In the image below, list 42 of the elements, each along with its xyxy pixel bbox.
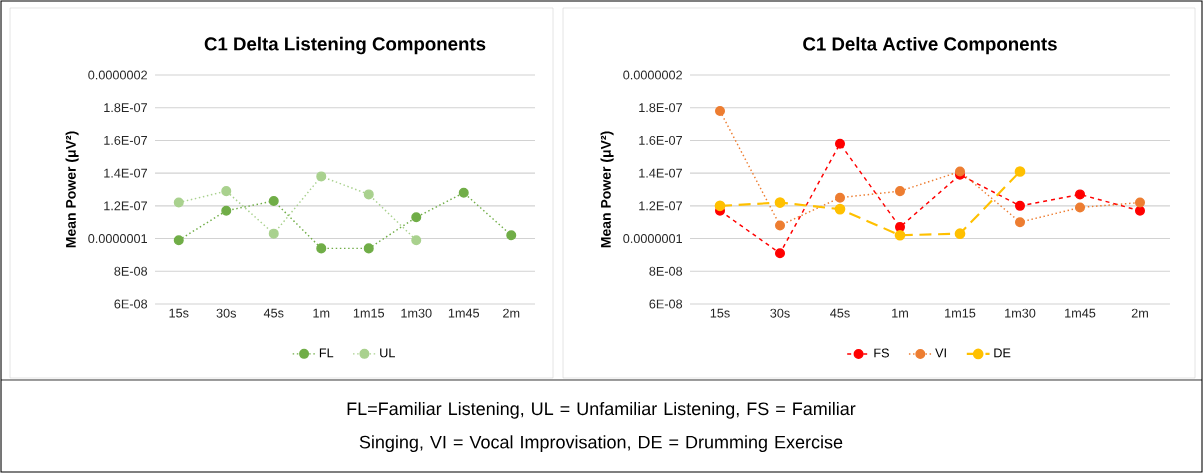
x-tick-label: 1m45 [1065, 308, 1096, 318]
legend-label: UL [380, 348, 395, 358]
x-tick-label: 30s [216, 308, 237, 318]
y-tick-label: 1.4E-07 [639, 168, 682, 178]
legend-label: DE [994, 348, 1011, 358]
x-tick-label: 2m [1131, 308, 1148, 318]
y-tick-label: 0.0000002 [88, 70, 147, 80]
y-tick-label: 6E-08 [114, 299, 148, 309]
x-tick-label: 45s [263, 308, 284, 318]
y-tick-label: 0.0000002 [623, 70, 682, 80]
x-tick-label: 1m45 [448, 308, 480, 318]
x-tick-label: 1m30 [401, 308, 432, 318]
y-tick-label: 1.6E-07 [104, 135, 147, 145]
x-tick-label: 45s [830, 308, 850, 318]
text: FL=Familiar Listening, UL = Unfamiliar Listening, FS = Familiar Singing, VI = Vocal Improvisation, DE = Drumming Exercise [347, 401, 856, 453]
chart-title: C1 Delta Active Components [803, 36, 1057, 55]
x-tick-label: 1m30 [1005, 308, 1036, 318]
y-tick-label: 1.6E-07 [639, 135, 682, 145]
x-tick-label: 15s [710, 308, 730, 318]
y-tick-label: 1.8E-07 [639, 103, 682, 113]
y-axis-title: Mean Power (μV²) [600, 131, 614, 248]
y-tick-label: 6E-08 [649, 299, 683, 309]
y-tick-label: 8E-08 [114, 266, 148, 276]
x-tick-label: 15s [169, 308, 189, 318]
legend-label: VI [935, 348, 946, 358]
x-tick-label: 30s [770, 308, 790, 318]
x-tick-label: 1m [892, 308, 908, 318]
y-tick-label: 1.2E-07 [104, 201, 147, 211]
x-tick-label: 1m [313, 308, 330, 318]
y-axis-title: Mean Power (μV²) [65, 131, 79, 248]
y-tick-label: 8E-08 [649, 266, 683, 276]
y-tick-label: 1.2E-07 [639, 201, 682, 211]
legend-label: FS [874, 348, 889, 358]
x-tick-label: 2m [503, 308, 520, 318]
y-tick-label: 1.4E-07 [104, 168, 147, 178]
y-tick-label: 0.0000001 [88, 234, 147, 244]
x-tick-label: 1m15 [945, 308, 976, 318]
x-tick-label: 1m15 [353, 308, 385, 318]
y-tick-label: 1.8E-07 [104, 103, 147, 113]
chart-title: C1 Delta Listening Components [204, 36, 486, 55]
legend-label: FL [319, 348, 334, 358]
y-tick-label: 0.0000001 [623, 234, 682, 244]
